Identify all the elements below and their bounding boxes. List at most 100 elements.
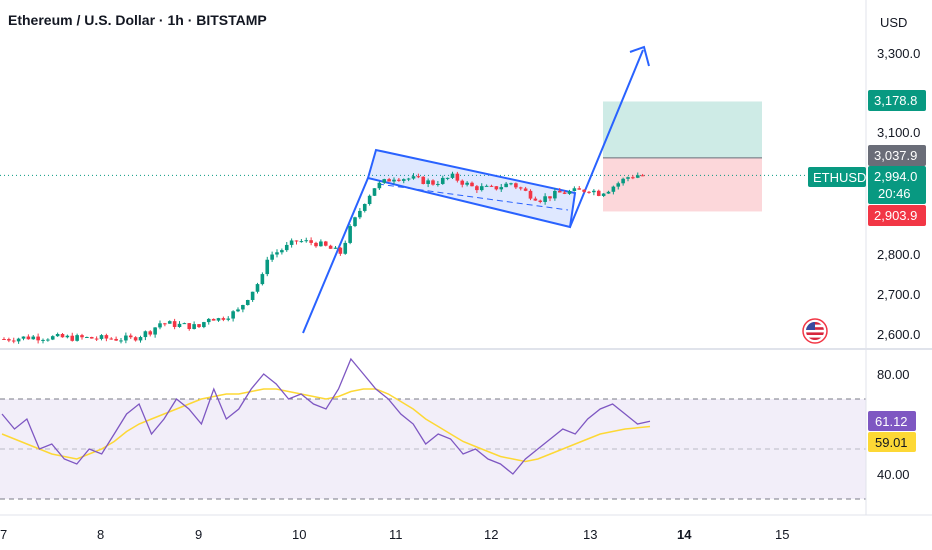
- candle-body: [460, 180, 465, 185]
- price-pane[interactable]: [0, 45, 866, 344]
- candle-body: [479, 186, 484, 191]
- candle-body: [284, 244, 289, 251]
- stop-zone: [603, 157, 762, 212]
- symbol-label: ETHUSD: [813, 170, 866, 185]
- candle-body: [553, 190, 557, 199]
- candle-body: [236, 309, 240, 312]
- stop-badge: 2,903.9: [868, 205, 926, 226]
- candle-body: [548, 196, 552, 199]
- us-flag-icon[interactable]: [802, 318, 828, 344]
- candle-body: [55, 334, 60, 337]
- candle-body: [65, 335, 70, 338]
- candle-body: [596, 190, 601, 196]
- candle-body: [353, 217, 357, 227]
- candle-body: [489, 185, 494, 187]
- candle-body: [323, 241, 328, 246]
- breakout-arrowhead: [629, 45, 650, 67]
- candle-body: [504, 183, 508, 188]
- candle-body: [172, 321, 177, 327]
- candle-body: [143, 331, 148, 338]
- candle-body: [265, 259, 270, 275]
- candle-body: [592, 190, 596, 193]
- candle-body: [99, 335, 104, 339]
- candle-body: [528, 190, 533, 199]
- candle-body: [153, 327, 157, 335]
- rsi-tick: 40.00: [877, 467, 910, 482]
- time-axis[interactable]: 7 8 9 10 11 12 13 14 15: [0, 527, 789, 542]
- candle-body: [309, 240, 313, 243]
- candle-body: [187, 323, 192, 330]
- candle-body: [133, 337, 138, 341]
- candle-body: [16, 338, 21, 342]
- candle-body: [206, 318, 211, 323]
- candle-body: [445, 177, 450, 179]
- time-tick: 9: [195, 527, 202, 542]
- candle-body: [245, 300, 250, 306]
- candle-body: [270, 254, 274, 260]
- candle-body: [7, 339, 11, 341]
- candle-body: [314, 242, 318, 247]
- rsi-line: [1, 357, 651, 475]
- candle-body: [26, 336, 31, 340]
- candle-body: [640, 175, 645, 177]
- candle-body: [358, 210, 362, 218]
- rsi-badge: 61.12: [868, 411, 916, 431]
- candle-body: [509, 183, 513, 185]
- candle-body: [367, 195, 372, 204]
- time-tick: 10: [292, 527, 306, 542]
- candle-body: [431, 180, 435, 185]
- time-tick: 15: [775, 527, 789, 542]
- candle-body: [31, 336, 36, 340]
- candle-body: [280, 250, 284, 253]
- candle-body: [328, 245, 333, 249]
- candle-body: [606, 191, 611, 194]
- candle-body: [255, 284, 260, 292]
- candle-body: [299, 241, 304, 243]
- candle-body: [387, 179, 391, 182]
- candle-body: [436, 183, 440, 185]
- candle-body: [158, 323, 162, 328]
- candle-body: [538, 200, 543, 202]
- candle-body: [182, 323, 187, 325]
- symbol-badge: ETHUSD: [808, 167, 866, 187]
- candle-body: [319, 241, 323, 247]
- candle-body: [216, 318, 221, 321]
- candle-body: [192, 324, 196, 330]
- candle-body: [289, 240, 294, 245]
- candle-body: [89, 336, 94, 339]
- candle-body: [226, 318, 231, 320]
- time-tick: 8: [97, 527, 104, 542]
- breakout-arrow: [569, 49, 644, 228]
- candle-body: [465, 182, 469, 185]
- price-tick: 3,100.0: [877, 125, 920, 140]
- candle-body: [518, 187, 523, 189]
- candle-body: [577, 188, 582, 190]
- candle-body: [167, 321, 172, 324]
- candle-body: [543, 196, 547, 202]
- candle-body: [128, 335, 133, 338]
- chart-title: Ethereum / U.S. Dollar · 1h · BITSTAMP: [8, 12, 267, 28]
- rsi-pane[interactable]: [0, 357, 866, 500]
- candle-body: [343, 242, 348, 254]
- candle-body: [294, 240, 299, 242]
- time-tick: 13: [583, 527, 597, 542]
- candle-body: [406, 178, 411, 180]
- candle-body: [80, 335, 84, 338]
- rsi-axis-ticks: 80.00 40.00: [877, 367, 910, 482]
- rsi-value-label: 61.12: [875, 414, 908, 429]
- candle-body: [36, 336, 40, 341]
- currency-label[interactable]: USD: [880, 15, 907, 30]
- candle-body: [635, 175, 640, 178]
- candle-body: [70, 335, 75, 341]
- last-price-label: 2,994.0: [874, 169, 917, 184]
- time-tick: 7: [0, 527, 7, 542]
- price-tick: 2,800.0: [877, 247, 920, 262]
- candle-body: [421, 176, 426, 184]
- candle-body: [41, 339, 45, 341]
- candle-body: [119, 340, 123, 342]
- candle-body: [450, 173, 455, 178]
- flag-midline: [377, 183, 569, 211]
- candle-body: [631, 177, 635, 179]
- candle-body: [411, 176, 416, 179]
